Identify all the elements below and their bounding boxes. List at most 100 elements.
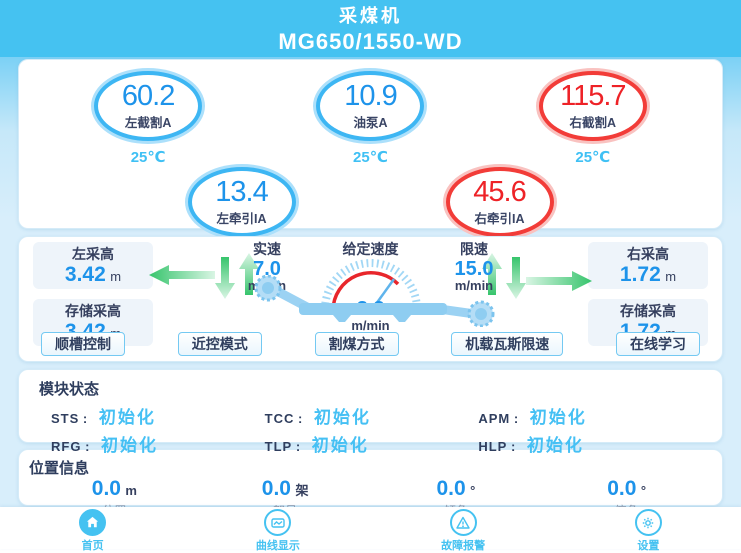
curve-icon [264,509,292,536]
gauge-label: 右截割A [569,115,617,130]
limit-speed: 限速 15.0 m/min [438,239,510,293]
bottom-nav: 首页 曲线显示 故障报警 设置 [0,507,741,552]
module-value: 初始化 [526,436,584,455]
speed-value: 15.0 [454,258,494,280]
left-mining-height: 左采高 3.42 m [33,242,153,290]
gauge-value: 45.6 [473,175,526,208]
module-status-card: 模块状态 STS : 初始化 TCC : 初始化 APM : 初始化 RFG :… [18,369,723,455]
gauge-right-traction: 45.6 右牵引IA 25℃ [445,167,554,262]
height-label: 右采高 [627,246,669,262]
right-mining-height: 右采高 1.72 m [588,242,708,290]
module-value: 初始化 [313,408,371,427]
position-unit: 架 [295,483,309,498]
gauge-circle: 13.4 左牵引IA [187,167,296,237]
module-name: STS [51,411,80,426]
nav-item-settings[interactable]: 设置 [603,507,693,553]
gauge-circle: 10.9 油泵A [316,71,425,141]
gauge-value: 60.2 [121,79,175,112]
position-unit: ° [640,483,647,498]
module-value: 初始化 [101,436,159,455]
left-updown-arrows-icon [215,253,259,299]
coal-cutting-mode-button[interactable]: 割煤方式 [314,332,399,356]
position-value: 0.0 [436,477,466,500]
nav-label: 设置 [637,540,660,552]
module-name: TLP [264,439,293,454]
operation-card: 左采高 3.42 m 存储采高 3.42 m 右采高 1.72 m 存储采高 1… [18,236,723,362]
gauge-label: 左截割A [124,115,172,130]
module-tcc: TCC : 初始化 [264,408,371,427]
height-value: 1.72 [619,263,661,286]
speed-label: 限速 [460,241,488,257]
gauge-value: 115.7 [560,79,626,112]
gauge-label: 油泵A [353,115,388,130]
module-value: 初始化 [529,408,587,427]
position-unit: m [125,483,137,498]
module-status-grid: STS : 初始化 TCC : 初始化 APM : 初始化 RFG : 初始化 … [39,399,702,456]
online-learning-button[interactable]: 在线学习 [616,332,700,356]
module-hlp: HLP : 初始化 [478,436,584,455]
position-value: 0.0 [91,477,121,500]
gauge-value: 10.9 [344,79,397,112]
gauge-circle-alarm: 115.7 右截割A [538,71,647,141]
machine-name: 采煤机 [339,6,402,26]
height-label: 存储采高 [65,303,121,319]
nav-item-curves[interactable]: 曲线显示 [233,507,323,553]
height-label: 左采高 [72,246,114,262]
gauge-value: 13.4 [215,175,268,208]
home-icon [79,509,107,536]
module-name: HLP [478,439,508,454]
nav-label: 故障报警 [441,540,486,552]
right-direction-arrow-icon [526,271,592,291]
module-value: 初始化 [311,436,369,455]
position-info-card: 位置信息 0.0 m 位置 0.0 架 架号 0.0 ° 倾角 [18,449,723,518]
speed-value: 7.0 [253,258,281,280]
module-rfg: RFG : 初始化 [51,436,159,455]
shearer-machine-icon [254,275,494,327]
gauge-row-1: 60.2 左截割A 25℃ 10.9 油泵A 25℃ 115.7 右截割A [19,71,722,166]
position-unit: ° [470,483,476,498]
gauge-temperature: 25℃ [575,149,611,166]
gauge-oil-pump: 10.9 油泵A 25℃ [316,71,425,166]
module-sts: STS : 初始化 [51,408,156,427]
module-name: APM [478,411,511,426]
position-value: 0.0 [607,477,637,500]
gauge-left-cutter: 60.2 左截割A 25℃ [94,71,203,166]
gauge-label: 左牵引IA [216,211,267,226]
height-value: 3.42 [64,263,106,286]
module-status-title: 模块状态 [39,381,100,398]
mode-buttons-row: 顺槽控制 近控模式 割煤方式 机载瓦斯限速 在线学习 [41,332,700,356]
header: 采煤机 MG650/1550-WD [0,0,741,57]
position-info-title: 位置信息 [29,460,90,477]
gateway-control-button[interactable]: 顺槽控制 [41,332,125,356]
module-value: 初始化 [98,408,156,427]
module-name: RFG [51,439,82,454]
module-apm: APM : 初始化 [478,408,587,427]
gauge-temperature: 25℃ [130,149,166,166]
nav-item-home[interactable]: 首页 [48,507,138,553]
gauge-circle-alarm: 45.6 右牵引IA [445,167,554,237]
main-content: 60.2 左截割A 25℃ 10.9 油泵A 25℃ 115.7 右截割A [0,57,741,518]
gauge-temperature: 25℃ [353,149,388,166]
alarm-icon [449,509,477,536]
near-control-mode-button[interactable]: 近控模式 [177,332,262,356]
left-direction-arrow-icon [149,265,215,285]
height-unit: m [665,269,677,284]
right-updown-arrows-icon [482,253,526,299]
speed-unit: m/min [454,278,494,293]
nav-label: 曲线显示 [255,540,300,552]
module-name: TCC [264,411,295,426]
nav-label: 首页 [81,540,104,552]
machine-model: MG650/1550-WD [278,29,463,54]
nav-item-alarms[interactable]: 故障报警 [418,507,508,553]
onboard-gas-limit-button[interactable]: 机载瓦斯限速 [451,332,564,356]
module-tlp: TLP : 初始化 [264,436,369,455]
gauge-right-cutter: 115.7 右截割A 25℃ [538,71,647,166]
gauge-circle: 60.2 左截割A [94,71,203,141]
settings-icon [634,509,662,536]
position-value: 0.0 [261,477,291,500]
speed-unit: m/min [351,318,390,333]
gauge-row-2: 13.4 左牵引IA 25℃ 45.6 右牵引IA 25℃ [19,167,722,262]
speed-label: 给定速度 [342,241,399,257]
speed-label: 实速 [253,241,281,257]
